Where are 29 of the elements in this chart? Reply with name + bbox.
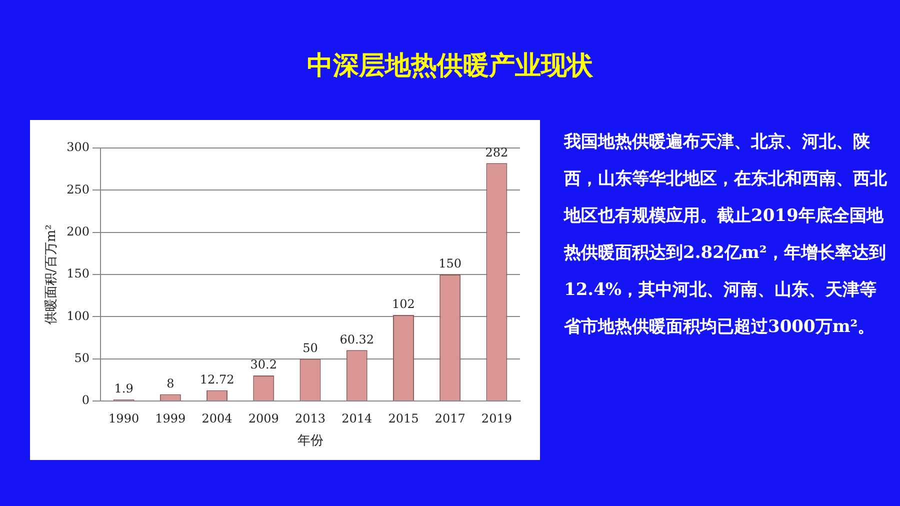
data-label: 12.72 — [200, 372, 234, 386]
x-tick-label: 2013 — [294, 411, 326, 426]
text: 我国地热供暖遍布天津、北京、河北、陕西，山东等华北地区，在东北和西南、西北地区也有规模应用。截止2019年底全国地热供暖面积达到2.82亿m²，年增长率达到12.4%，其中河北、河南、山东、天津等省市地热供暖面积均已超过3000万m²。 — [564, 131, 888, 339]
data-label: 1.9 — [114, 382, 134, 396]
x-tick-label: 1999 — [155, 411, 186, 426]
x-tick-label: 2015 — [388, 411, 419, 426]
x-tick-label: 2014 — [342, 411, 372, 426]
chart-title: 中深层地热供暖产业现状 — [306, 50, 594, 83]
x-tick-label: 1990 — [108, 411, 140, 426]
y-tick-label: 250 — [66, 182, 90, 196]
y-tick-label: 300 — [66, 140, 90, 154]
y-tick-label: 0 — [82, 393, 90, 408]
y-tick-label: 200 — [66, 224, 90, 238]
x-tick-label: 2009 — [248, 411, 279, 426]
x-tick-label: 2004 — [202, 411, 233, 426]
x-tick-label: 2017 — [434, 411, 466, 426]
data-label: 30.2 — [250, 358, 277, 372]
data-label: 8 — [166, 376, 174, 390]
y-axis-title: 供暖面积/百万m² — [44, 224, 60, 324]
x-tick-label: 2019 — [481, 411, 512, 426]
data-label: 50 — [302, 340, 318, 355]
data-label: 282 — [485, 145, 508, 160]
x-axis-title: 年份 — [297, 434, 324, 449]
data-label: 60.32 — [340, 332, 374, 346]
data-label: 150 — [438, 256, 462, 271]
y-tick-label: 50 — [74, 350, 90, 365]
y-tick-label: 100 — [66, 308, 90, 323]
data-label: 102 — [392, 297, 415, 312]
y-tick-label: 150 — [66, 266, 90, 281]
